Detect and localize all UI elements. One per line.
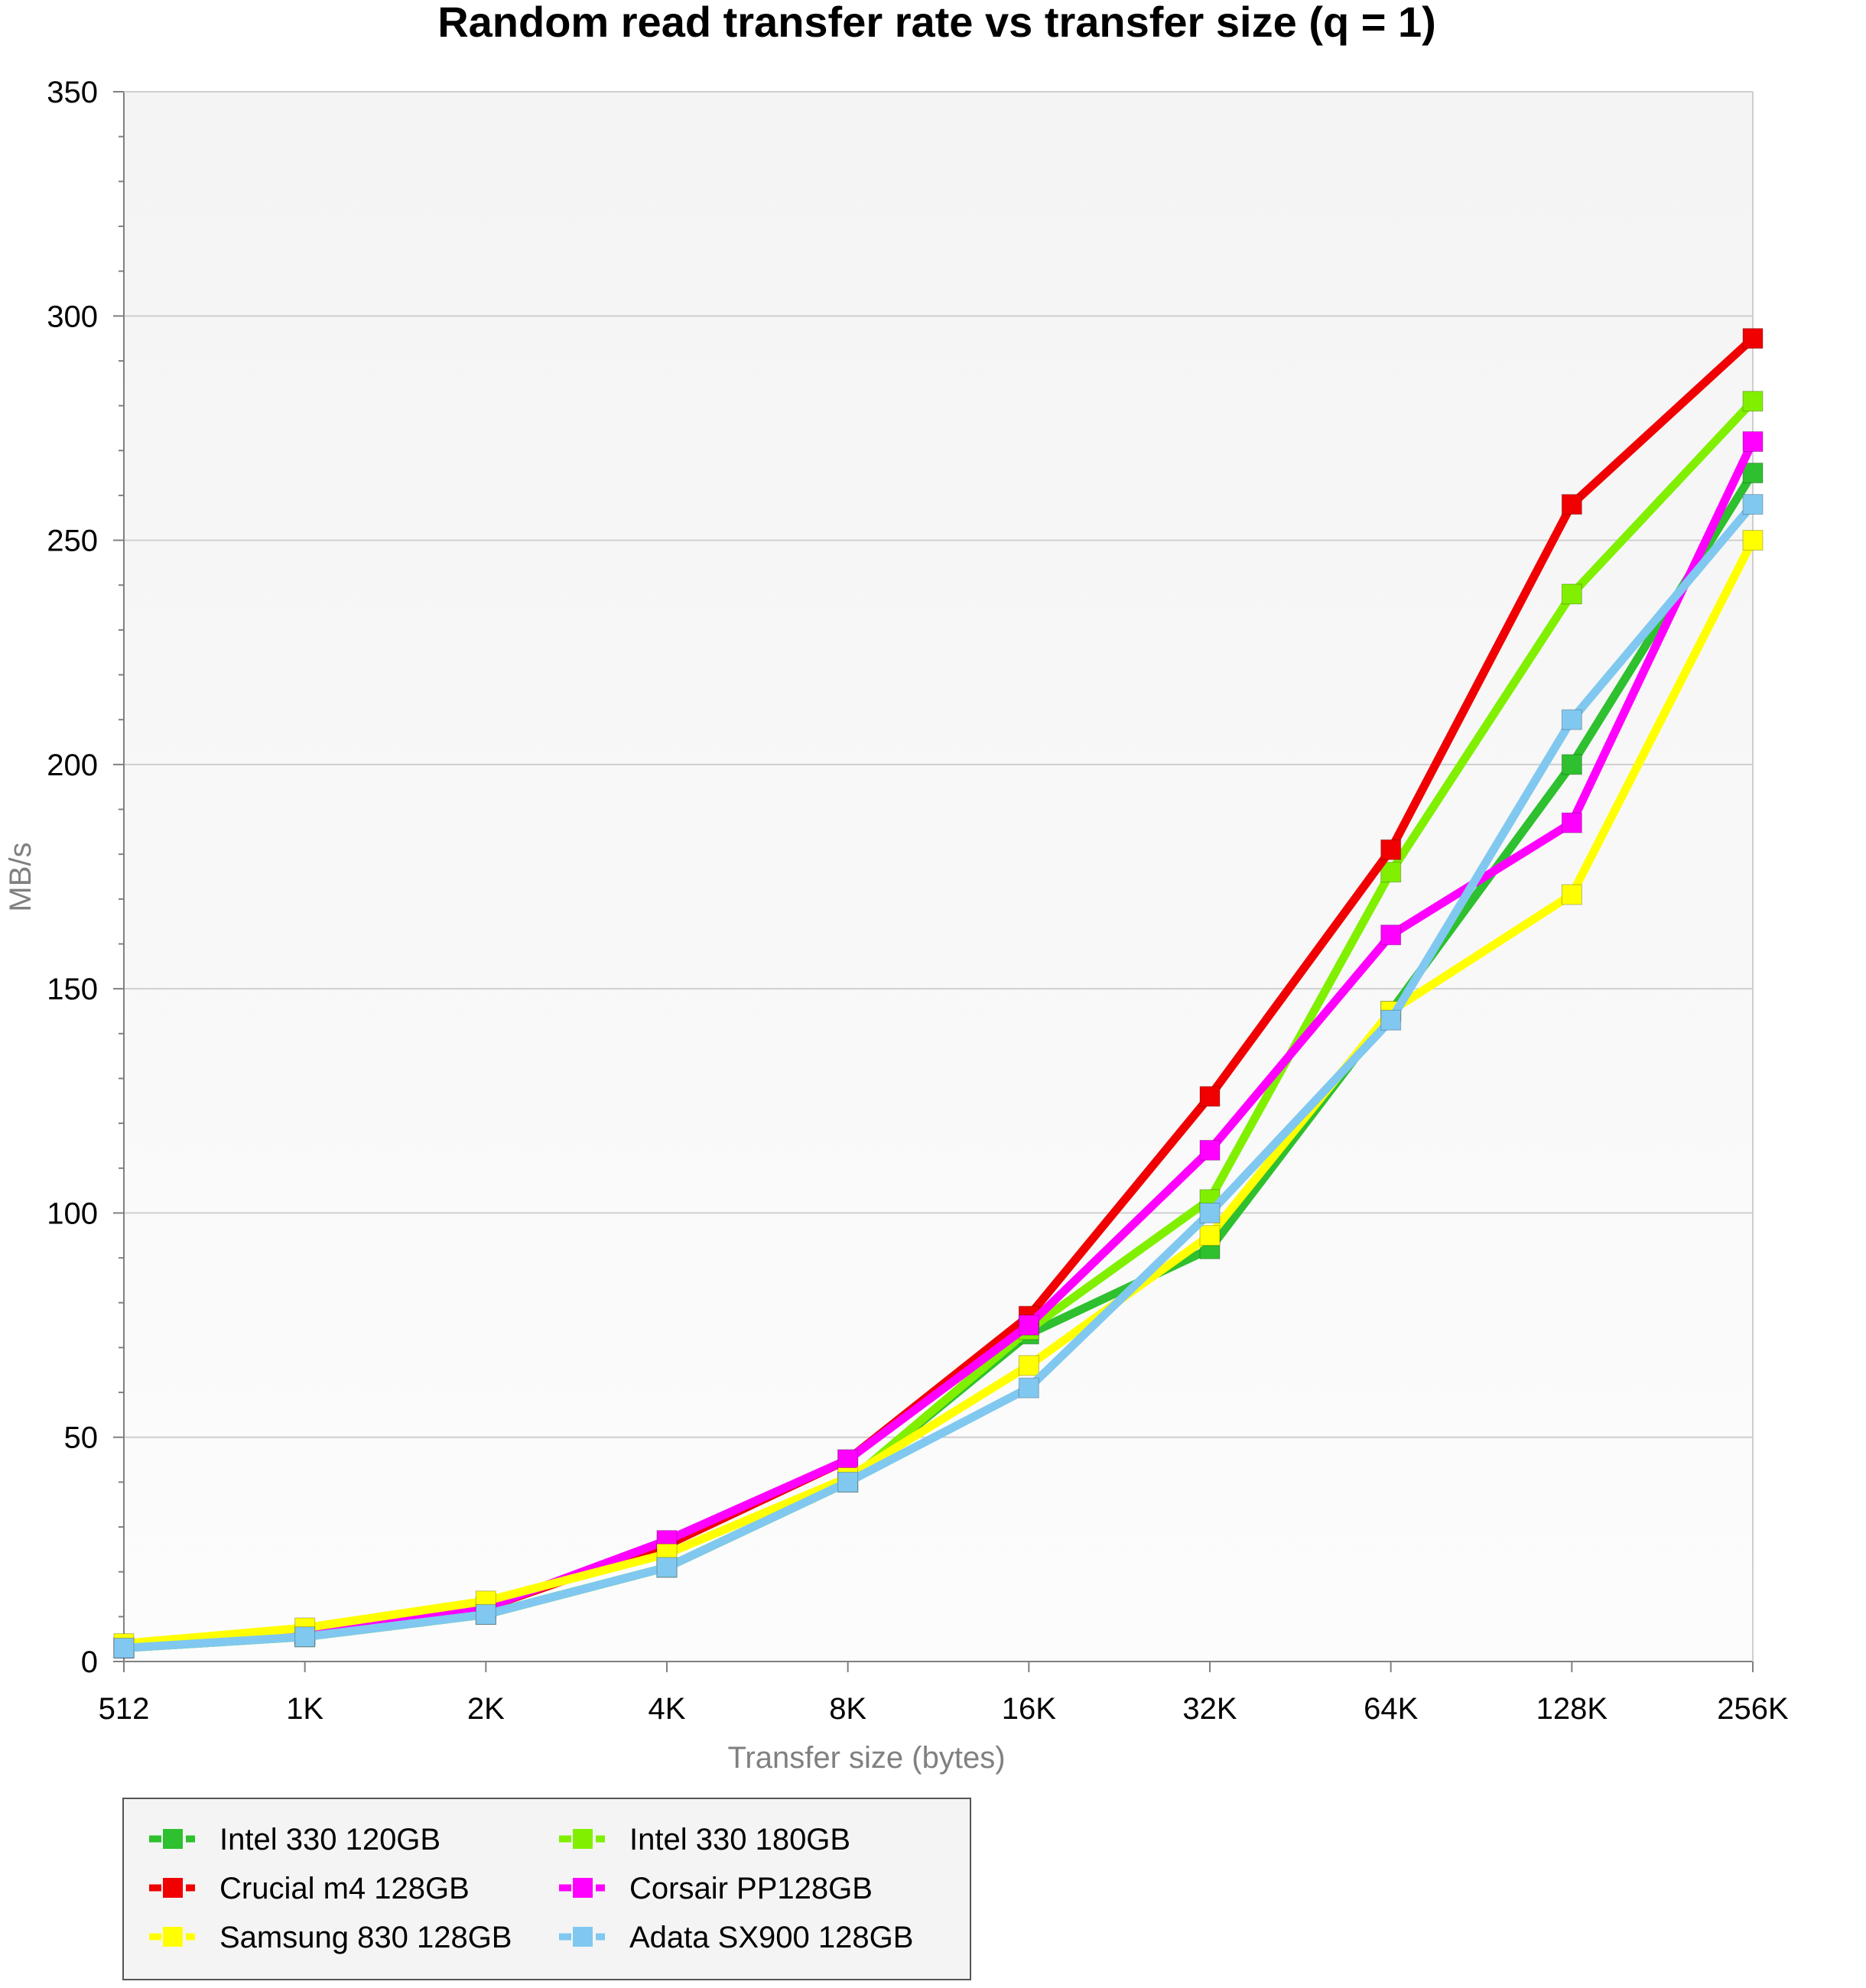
axes	[113, 91, 1754, 1672]
data-point	[1380, 839, 1402, 860]
legend-label: Adata SX900 128GB	[629, 1921, 913, 1954]
x-tick-label: 256K	[1717, 1692, 1789, 1726]
data-point	[1742, 391, 1764, 412]
data-point	[1561, 812, 1582, 833]
y-tick-label: 250	[47, 525, 98, 558]
x-tick-label: 128K	[1536, 1692, 1608, 1726]
data-point	[1380, 924, 1402, 946]
legend-item-intel-330-120gb: Intel 330 120GB	[149, 1823, 440, 1856]
legend-item-adata-sx900-128gb: Adata SX900 128GB	[559, 1921, 913, 1954]
x-tick-label: 512	[99, 1692, 150, 1726]
legend-label: Intel 330 120GB	[219, 1823, 440, 1856]
legend-item-samsung-830-128gb: Samsung 830 128GB	[149, 1921, 512, 1954]
legend-swatch-marker	[163, 1927, 183, 1947]
legend-swatch-marker	[163, 1878, 183, 1898]
data-point	[1742, 463, 1764, 484]
y-tick-label: 150	[47, 973, 98, 1006]
x-tick-label: 1K	[286, 1692, 323, 1726]
data-point	[1742, 494, 1764, 515]
legend-swatch-marker	[163, 1829, 183, 1849]
series-adata-sx900-128gb	[113, 494, 1764, 1658]
data-point	[656, 1557, 678, 1578]
legend-label: Intel 330 180GB	[629, 1823, 850, 1856]
legend-label: Crucial m4 128GB	[219, 1872, 470, 1905]
data-point	[475, 1603, 496, 1625]
data-point	[1742, 431, 1764, 453]
data-point	[837, 1449, 859, 1470]
data-point	[1561, 709, 1582, 730]
y-tick-label: 100	[47, 1197, 98, 1230]
data-point	[1018, 1314, 1039, 1336]
data-point	[1561, 583, 1582, 605]
data-point	[1199, 1202, 1221, 1223]
x-tick-label: 32K	[1182, 1692, 1237, 1726]
legend-label: Corsair PP128GB	[629, 1872, 873, 1905]
legend-label: Samsung 830 128GB	[219, 1921, 512, 1954]
data-point	[1561, 494, 1582, 515]
data-point	[837, 1471, 859, 1493]
data-point	[1199, 1139, 1221, 1161]
series-line-samsung-830-128gb	[119, 536, 1757, 1648]
data-point	[1561, 754, 1582, 775]
legend-item-corsair-pp128gb: Corsair PP128GB	[559, 1872, 873, 1905]
x-tick-label: 64K	[1364, 1692, 1418, 1726]
series-lines	[113, 328, 1764, 1658]
data-point	[1561, 884, 1582, 905]
y-axis-label: MB/s	[4, 842, 37, 911]
data-point	[294, 1626, 316, 1648]
series-line-adata-sx900-128gb	[119, 500, 1757, 1652]
y-tick-label: 50	[64, 1421, 99, 1455]
data-point	[1742, 530, 1764, 551]
x-tick-label: 8K	[829, 1692, 866, 1726]
legend-box	[122, 1798, 971, 1980]
tick-labels: 0 50 100 150 200 250 300 350 512 1K 2K 4K 8K 16K 32K 64…	[47, 76, 1789, 1726]
legend-swatch-marker	[573, 1878, 593, 1898]
chart-title: Random read transfer rate vs transfer si…	[437, 0, 1436, 46]
x-tick-label: 16K	[1002, 1692, 1056, 1726]
data-point	[113, 1637, 135, 1658]
legend-item-intel-330-180gb: Intel 330 180GB	[559, 1823, 850, 1856]
data-point	[1380, 862, 1402, 883]
legend-swatch-marker	[573, 1927, 593, 1947]
y-tick-label: 350	[47, 76, 98, 109]
x-tick-label: 2K	[467, 1692, 505, 1726]
y-tick-label: 200	[47, 749, 98, 782]
legend: Intel 330 120GB Intel 330 180GB Crucial m4…	[122, 1798, 971, 1980]
x-axis-label: Transfer size (bytes)	[727, 1741, 1005, 1775]
legend-item-crucial-m4-128gb: Crucial m4 128GB	[149, 1872, 470, 1905]
y-tick-label: 300	[47, 300, 98, 333]
data-point	[1199, 1225, 1221, 1246]
data-point	[1199, 1086, 1221, 1107]
data-point	[1018, 1377, 1039, 1398]
data-point	[1380, 1009, 1402, 1031]
data-point	[1018, 1355, 1039, 1376]
data-point	[1742, 328, 1764, 349]
legend-swatch-marker	[573, 1829, 593, 1849]
series-line-corsair-pp128gb	[119, 437, 1757, 1652]
y-tick-label: 0	[81, 1645, 98, 1679]
x-tick-label: 4K	[649, 1692, 686, 1726]
